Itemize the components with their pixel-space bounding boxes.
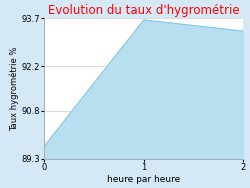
Y-axis label: Taux hygrométrie %: Taux hygrométrie % bbox=[9, 46, 19, 131]
Title: Evolution du taux d'hygrométrie: Evolution du taux d'hygrométrie bbox=[48, 4, 240, 17]
X-axis label: heure par heure: heure par heure bbox=[107, 175, 180, 184]
